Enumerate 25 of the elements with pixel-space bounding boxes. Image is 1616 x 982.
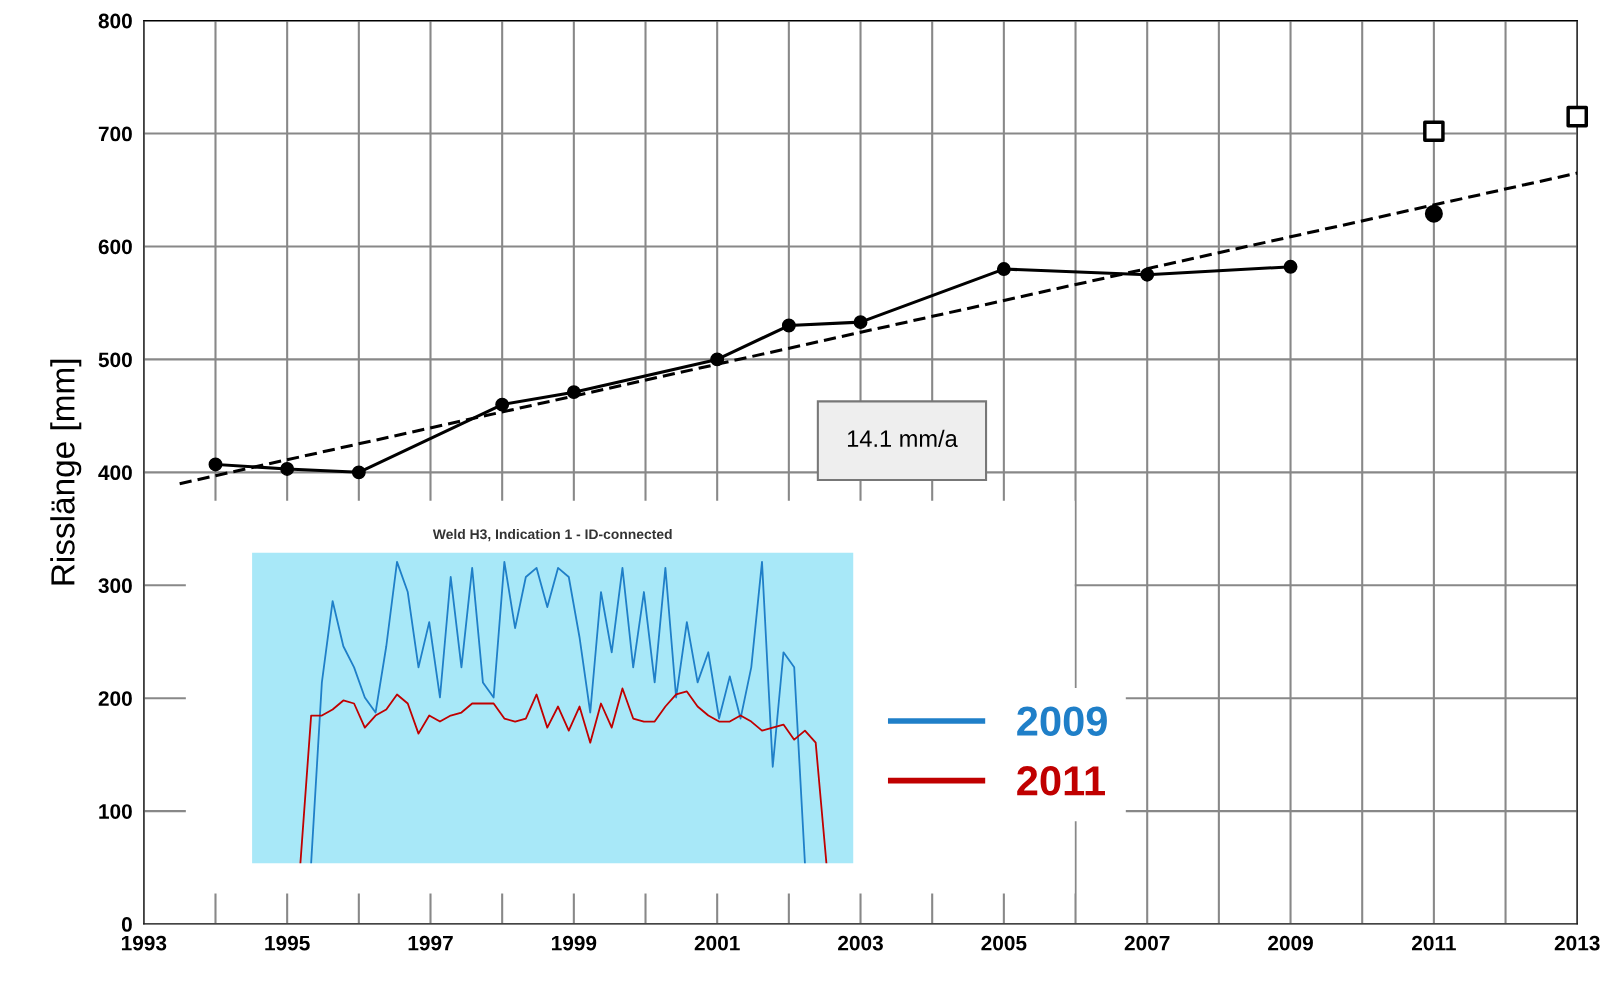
x-tick-label: 2011 <box>1412 935 1456 951</box>
y-tick-label: 0 <box>121 917 132 932</box>
legend-label: 2009 <box>1017 706 1107 736</box>
y-tick-label: 200 <box>98 691 132 706</box>
x-tick-label: 2001 <box>694 935 740 951</box>
x-tick-label: 1999 <box>551 935 597 951</box>
legend-label: 2011 <box>1017 766 1105 796</box>
annotation: 14.1 mm/a <box>847 429 958 448</box>
y-tick-label: 300 <box>98 578 132 594</box>
y-tick-label: 600 <box>98 239 132 255</box>
x-tick-label: 2005 <box>981 935 1027 951</box>
chart-title: Weld H3, Indication 1 - ID-connected <box>432 528 672 542</box>
y-tick-label: 100 <box>99 804 132 819</box>
y-tick-label: 700 <box>98 126 132 142</box>
y-tick-label: 400 <box>98 465 132 481</box>
y-tick-label: 800 <box>98 13 132 29</box>
y-tick-label: 500 <box>98 352 132 368</box>
x-tick-label: 2009 <box>1268 935 1313 951</box>
x-tick-label: 1997 <box>408 935 453 951</box>
x-tick-label: 1993 <box>121 935 167 951</box>
x-tick-label: 1995 <box>265 935 310 951</box>
y-axis-title: Risslänge [mm] <box>50 359 82 585</box>
x-tick-label: 2007 <box>1124 935 1170 951</box>
x-tick-label: 2013 <box>1554 935 1600 951</box>
x-tick-label: 2003 <box>838 935 883 951</box>
